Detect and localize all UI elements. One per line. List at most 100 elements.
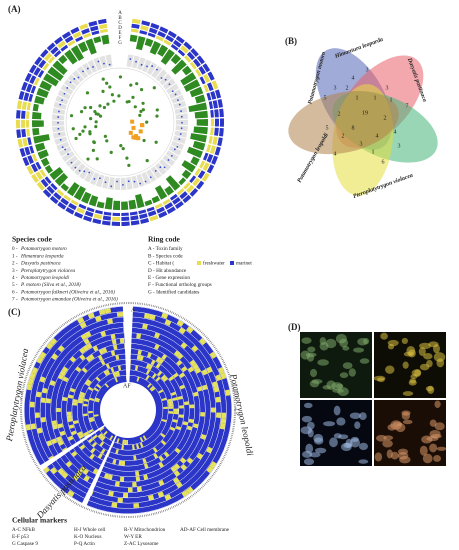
species-segment [25,83,33,93]
candidate [131,135,136,140]
heatmap-cell [115,355,120,361]
cell [433,454,441,462]
venn-count: 1 [374,95,377,101]
heatmap-cell [82,403,88,407]
species-segment [60,197,70,206]
toxin-segment [70,26,80,35]
heatmap-cell [99,441,105,447]
species-segment [38,59,47,69]
abundance-bar [52,60,68,75]
expression-cell [76,66,89,79]
cell [319,342,329,351]
species-segment [212,136,218,146]
heatmap-cell [118,460,123,466]
ortholog-dot [152,86,156,90]
ortholog-dot [108,85,112,89]
heatmap-cell [79,391,86,396]
heatmap-cell [40,397,46,403]
habitat-segment [26,111,30,119]
species-segment [179,191,188,200]
venn-count: 1 [390,97,393,103]
ortholog-dot [135,82,139,86]
candidate [133,135,138,140]
habitat-segment [31,153,38,162]
toxin-segment [40,49,49,58]
heatmap-cell [78,433,85,439]
abundance-bar [151,195,161,204]
heatmap-cell [83,431,89,437]
heatmap-cell [82,413,88,417]
heatmap-cell [196,452,204,460]
ortholog-dot [85,91,90,95]
heatmap-cell [160,374,167,380]
species-segment [192,58,201,68]
abundance-bar [47,66,64,81]
abundance-bar [171,59,187,75]
toxin-segment [141,20,151,27]
species-segment [148,27,158,35]
heatmap-cell [179,457,187,464]
heatmap-cell [213,386,220,393]
expression-dot [64,148,67,151]
toxin-segment [211,80,219,90]
heatmap-cell [101,436,106,441]
habitat-segment [33,77,40,86]
candidate [136,136,141,141]
expression-cell [105,54,113,68]
toxin-segment [219,127,224,137]
habitat-segment [78,203,87,210]
heatmap-cell [73,420,79,425]
cell [358,442,368,451]
heatmap-cell [80,333,88,341]
abundance-bar [77,41,89,53]
expression-dot [73,78,76,80]
ortholog-dot [81,129,85,133]
heatmap-cell [27,378,34,385]
heatmap-cell [78,399,84,404]
species-segment [22,137,28,147]
expression-cell [155,69,168,82]
heatmap-cell [98,348,104,355]
expression-cell [151,65,163,79]
heatmap-cell [176,353,184,360]
expression-dot [83,170,86,173]
heatmap-cell [61,471,69,479]
expression-cell [126,54,134,68]
expression-dot [66,87,69,89]
cell [359,412,367,420]
cell [336,417,346,426]
expression-dot [97,60,100,63]
species-segment [198,66,206,75]
heatmap-cell [62,376,69,383]
heatmap-cell [178,414,184,418]
heatmap-cell [99,434,105,440]
cell [401,337,409,344]
heatmap-cell [75,470,83,477]
habitat-segment [138,209,147,215]
heatmap-cell [132,481,137,487]
ortholog-dot [142,138,146,143]
species-name: Potamotrygon motoro [20,246,67,252]
species-segment [147,210,157,217]
ortholog-dot [71,127,75,131]
species-segment [33,67,41,76]
heatmap-cell [46,440,53,447]
expression-cell [146,62,158,76]
toxin-segment [219,108,224,118]
habitat-segment [25,120,30,128]
heatmap-cell [146,383,152,388]
heatmap-cell [59,430,66,437]
toxin-segment [189,188,199,197]
cell [353,347,365,353]
habitat-segment [28,93,34,102]
heatmap-cell [51,353,59,361]
toxin-segment [211,155,218,165]
species-segment [209,145,216,154]
ortholog-dot [112,99,116,103]
habitat-segment [67,40,76,47]
marker-item: R-V Mitochondrion [124,527,166,533]
heatmap-cell [224,389,231,396]
toxin-segment [16,129,22,138]
heatmap-cell [145,363,151,369]
